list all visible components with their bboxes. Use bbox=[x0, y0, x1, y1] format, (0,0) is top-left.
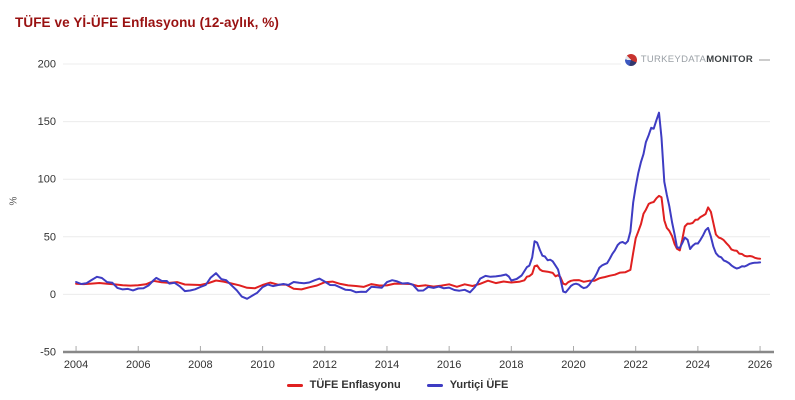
y-tick-label: 50 bbox=[44, 231, 56, 243]
logo-text-turkey: TURKEY bbox=[640, 54, 682, 65]
y-tick-label: 150 bbox=[38, 116, 56, 128]
x-tick-label: 2016 bbox=[437, 359, 461, 371]
x-tick-label: 2026 bbox=[748, 359, 772, 371]
logo-text-monitor: MONITOR bbox=[706, 54, 753, 65]
legend-item-ufe[interactable]: Yurtiçi ÜFE bbox=[426, 379, 509, 391]
page-title: TÜFE ve Yİ-ÜFE Enflasyonu (12-aylık, %) bbox=[15, 15, 279, 30]
x-tick-label: 2014 bbox=[375, 359, 399, 371]
y-tick-label: 0 bbox=[50, 289, 56, 301]
legend-marker-ufe-icon bbox=[426, 383, 443, 387]
x-tick-label: 2006 bbox=[126, 359, 150, 371]
legend-marker-tufe-icon bbox=[286, 383, 303, 387]
x-tick-label: 2024 bbox=[686, 359, 710, 371]
series-line-tufe[interactable] bbox=[75, 194, 762, 291]
x-tick-label: 2022 bbox=[623, 359, 647, 371]
x-tick-label: 2008 bbox=[188, 359, 212, 371]
legend-item-tufe[interactable]: TÜFE Enflasyonu bbox=[286, 379, 401, 391]
logo-dash-decoration bbox=[759, 58, 770, 61]
x-tick-label: 2018 bbox=[499, 359, 523, 371]
brand-logo: TURKEY DATA MONITOR bbox=[620, 52, 770, 67]
x-tick-label: 2004 bbox=[64, 359, 88, 371]
y-tick-label: 100 bbox=[38, 174, 56, 186]
y-tick-label: 200 bbox=[38, 59, 56, 71]
legend-label-ufe: Yurtiçi ÜFE bbox=[449, 379, 509, 391]
y-tick-label: -50 bbox=[40, 347, 56, 359]
chart-legend: TÜFE Enflasyonu Yurtiçi ÜFE bbox=[0, 379, 795, 391]
pie-logo-icon bbox=[624, 53, 637, 66]
legend-label-tufe: TÜFE Enflasyonu bbox=[309, 379, 401, 391]
x-tick-label: 2020 bbox=[561, 359, 585, 371]
series-line-yurtici-ufe[interactable] bbox=[75, 111, 762, 300]
logo-text-data: DATA bbox=[681, 54, 707, 65]
x-tick-label: 2012 bbox=[313, 359, 337, 371]
x-tick-label: 2010 bbox=[250, 359, 274, 371]
